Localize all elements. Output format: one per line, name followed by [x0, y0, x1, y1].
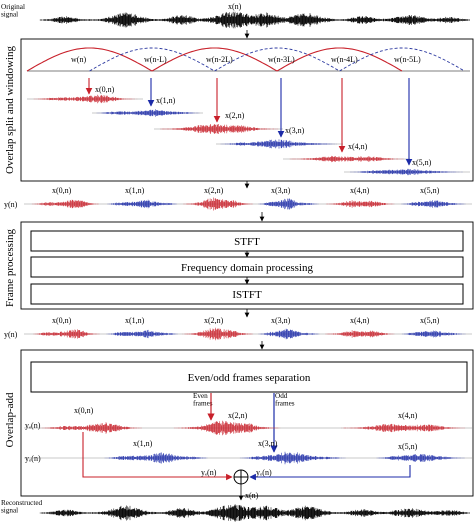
reconstructed-signal-waveform — [39, 504, 470, 522]
window-curve-5 — [339, 47, 465, 72]
even-frames-label: Even frames — [193, 392, 213, 408]
odd-frame-label-3: x(3,n) — [258, 439, 278, 448]
y1-frame-label-2: x(2,n) — [204, 186, 224, 195]
yo-path — [249, 465, 411, 481]
original-waveform — [39, 11, 470, 29]
y-label-2: y(n) — [4, 330, 18, 339]
istft-box — [30, 283, 464, 305]
odd-frame-wave-3 — [239, 451, 346, 465]
y2-frame-wave-3 — [258, 328, 320, 340]
original-signal-name: x(n) — [228, 2, 242, 11]
y2-frame-label-2: x(2,n) — [204, 316, 224, 325]
split-frame-wave-5 — [350, 168, 463, 176]
window-curve-4 — [276, 47, 403, 72]
y1-frame-label-1: x(1,n) — [125, 186, 145, 195]
y1-frame-wave-4 — [325, 200, 395, 208]
split-frame-wave-3 — [220, 139, 337, 149]
window-curve-1 — [89, 47, 215, 72]
overlap-split-title: Overlap split and windowing — [4, 45, 16, 174]
split-frame-label-0: x(0,n) — [95, 85, 115, 94]
odd-frame-label-1: x(1,n) — [133, 439, 153, 448]
stft-label: STFT — [234, 236, 260, 248]
y1-frame-wave-5 — [401, 200, 466, 208]
overlap-add-frame — [20, 349, 474, 497]
split-frame-wave-1 — [96, 109, 200, 117]
istft-label: ISTFT — [232, 289, 262, 301]
y1-frame-label-0: x(0,n) — [52, 186, 72, 195]
y-row-before-processing: x(0,n) x(1,n) x(2,n) x(3,n) x(4,n) x(5,n) — [24, 186, 472, 211]
y2-frame-wave-4 — [325, 330, 395, 338]
y2-frame-wave-0 — [33, 329, 100, 339]
split-frame-label-3: x(3,n) — [285, 126, 305, 135]
even-frame-wave-2 — [173, 420, 281, 436]
frequency-domain-processing-label: Frequency domain processing — [181, 262, 313, 274]
odd-frame-label-5: x(5,n) — [398, 442, 418, 451]
even-odd-separation-box — [30, 361, 468, 393]
even-odd-separation-label: Even/odd frames separation — [188, 372, 311, 384]
window-label-3: w(n-3L) — [268, 55, 295, 64]
y-row-after-processing: x(0,n) x(1,n) x(2,n) x(3,n) x(4,n) x(5,n) — [24, 316, 472, 341]
window-label-1: w(n-L) — [144, 55, 167, 64]
y1-frame-label-4: x(4,n) — [350, 186, 370, 195]
window-curve-0 — [26, 47, 153, 72]
odd-frame-wave-5 — [376, 454, 465, 462]
split-frame-wave-2 — [160, 124, 279, 134]
window-curves: w(n) w(n-L) w(n-2L) w(n-3L) w(n-4L) w(n-5L) — [26, 47, 470, 72]
yo-sum-label: yₒ(n) — [256, 468, 272, 477]
ye-path — [82, 432, 233, 481]
split-frame-label-1: x(1,n) — [156, 96, 176, 105]
y1-frame-label-3: x(3,n) — [271, 186, 291, 195]
reconstructed-signal-name: x(n) — [245, 491, 259, 500]
window-label-5: w(n-5L) — [394, 55, 421, 64]
y2-frame-wave-1 — [106, 329, 178, 339]
frame-processing-title: Frame processing — [4, 229, 16, 307]
y1-frame-wave-0 — [31, 199, 99, 209]
window-curve-3 — [214, 47, 340, 72]
y2-frame-label-3: x(3,n) — [271, 316, 291, 325]
split-frame-wave-0 — [33, 94, 138, 104]
split-frame-label-2: x(2,n) — [225, 111, 245, 120]
even-frame-label-2: x(2,n) — [228, 411, 248, 420]
y1-frame-label-5: x(5,n) — [420, 186, 440, 195]
even-frame-wave-4 — [341, 423, 466, 433]
y1-frame-wave-3 — [258, 198, 319, 210]
y1-frame-wave-1 — [107, 199, 178, 209]
split-frame-wave-4 — [289, 155, 404, 163]
y2-frame-wave-2 — [182, 327, 254, 341]
reconstructed-waveform — [39, 504, 470, 522]
split-frames: x(0,n) x(1,n) x(2,n) x(3,n) x(4,n) x(5,n) — [27, 78, 470, 176]
odd-frame-wave-1 — [104, 452, 208, 464]
original-signal-waveform — [39, 11, 470, 29]
y-label-1: y(n) — [4, 200, 18, 209]
odd-frames-label: Odd frames — [275, 392, 295, 408]
even-frames-row: x(0,n) x(2,n) x(4,n) — [24, 406, 472, 436]
y2-frame-label-0: x(0,n) — [52, 316, 72, 325]
odd-frames-row: x(1,n) x(3,n) x(5,n) — [24, 439, 472, 465]
yo-label: yₒ(n) — [25, 454, 41, 463]
window-curve-2 — [151, 47, 278, 72]
y2-frame-label-5: x(5,n) — [420, 316, 440, 325]
y2-frame-label-4: x(4,n) — [350, 316, 370, 325]
split-frame-label-4: x(4,n) — [348, 142, 368, 151]
overlap-add-title: Overlap-add — [4, 392, 16, 447]
ye-label: yₑ(n) — [25, 421, 41, 430]
window-label-4: w(n-4L) — [331, 55, 358, 64]
window-label-2: w(n-2L) — [206, 55, 233, 64]
reconstructed-signal-label: Reconstructed signal — [1, 499, 43, 515]
window-label-0: w(n) — [71, 55, 86, 64]
even-frame-wave-0 — [40, 422, 142, 434]
ye-sum-label: yₑ(n) — [201, 468, 217, 477]
y2-frame-wave-5 — [401, 330, 466, 338]
split-frame-label-5: x(5,n) — [412, 158, 432, 167]
y1-frame-wave-2 — [183, 197, 254, 211]
y2-frame-label-1: x(1,n) — [125, 316, 145, 325]
even-frame-label-4: x(4,n) — [398, 411, 418, 420]
even-frame-label-0: x(0,n) — [74, 406, 94, 415]
original-signal-label: Original signal — [1, 3, 25, 19]
